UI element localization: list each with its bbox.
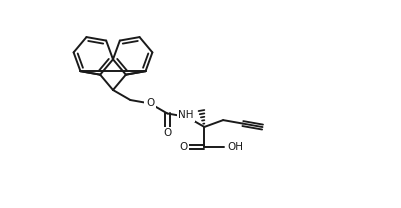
Text: OH: OH: [227, 142, 243, 152]
Text: O: O: [146, 98, 154, 109]
Text: O: O: [163, 129, 171, 139]
Text: O: O: [179, 142, 187, 152]
Text: NH: NH: [178, 110, 193, 120]
